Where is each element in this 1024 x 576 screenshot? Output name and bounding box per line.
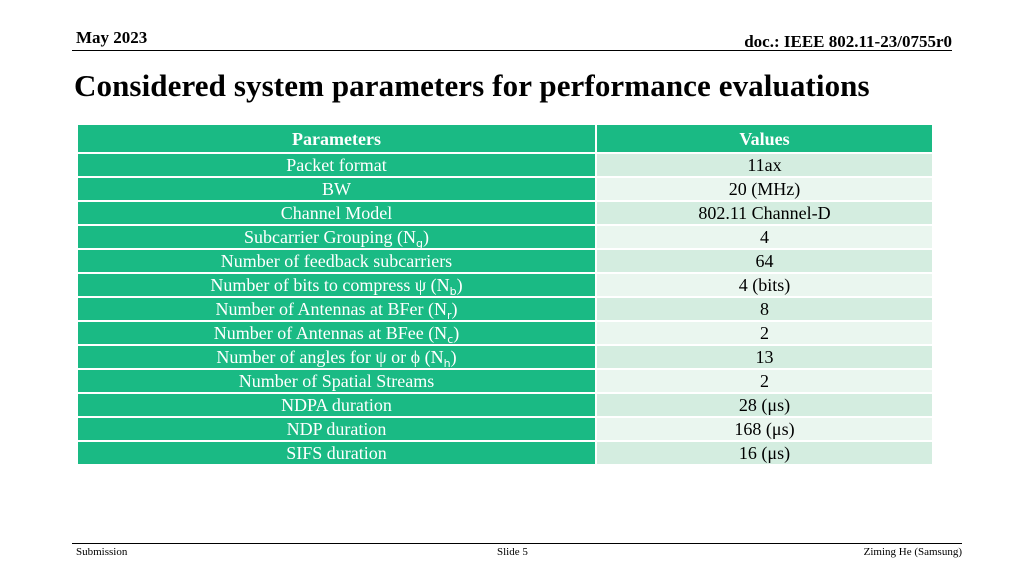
table-row: BW 20 (MHz) (76, 176, 934, 202)
column-header-values: Values (595, 123, 934, 154)
header-date: May 2023 (76, 28, 148, 47)
table-row: Subcarrier Grouping (Ng) 4 (76, 224, 934, 250)
value-cell: 802.11 Channel-D (595, 200, 934, 226)
parameter-cell: Number of bits to compress ψ (Nb) (76, 272, 597, 298)
table-row: Number of angles for ψ or ϕ (Nh) 13 (76, 344, 934, 370)
parameter-cell: Number of Antennas at BFee (Nc) (76, 320, 597, 346)
value-cell: 11ax (595, 152, 934, 178)
footer-slide-number: Slide 5 (497, 546, 528, 558)
value-cell: 16 (μs) (595, 440, 934, 466)
parameter-cell: Number of Antennas at BFer (Nr) (76, 296, 597, 322)
parameter-suffix: ) (451, 299, 458, 319)
parameter-subscript: h (443, 357, 451, 370)
value-cell: 28 (μs) (595, 392, 934, 418)
parameter-suffix: ) (422, 227, 429, 247)
table-row: Number of bits to compress ψ (Nb) 4 (bit… (76, 272, 934, 298)
value-cell: 13 (595, 344, 934, 370)
table-row: Number of Antennas at BFer (Nr) 8 (76, 296, 934, 322)
slide-title: Considered system parameters for perform… (74, 68, 870, 103)
table-row: Number of feedback subcarriers 64 (76, 248, 934, 274)
column-header-parameters: Parameters (76, 123, 597, 154)
parameter-cell: Number of feedback subcarriers (76, 248, 597, 274)
parameter-label: SIFS duration (286, 443, 387, 463)
value-cell: 8 (595, 296, 934, 322)
parameter-suffix: ) (456, 275, 463, 295)
parameter-label: Packet format (286, 155, 387, 175)
footer-author: Ziming He (Samsung) (863, 546, 962, 558)
value-cell: 64 (595, 248, 934, 274)
table-row: NDPA duration 28 (μs) (76, 392, 934, 418)
table-row: Channel Model 802.11 Channel-D (76, 200, 934, 226)
parameter-cell: NDP duration (76, 416, 597, 442)
parameter-label: NDP duration (286, 419, 387, 439)
parameter-subscript: c (447, 333, 454, 346)
table-row: NDP duration 168 (μs) (76, 416, 934, 442)
parameter-label: Number of feedback subcarriers (220, 251, 453, 271)
parameter-cell: Subcarrier Grouping (Ng) (76, 224, 597, 250)
value-cell: 2 (595, 320, 934, 346)
parameter-cell: Packet format (76, 152, 597, 178)
table-row: Number of Antennas at BFee (Nc) 2 (76, 320, 934, 346)
parameter-cell: NDPA duration (76, 392, 597, 418)
parameters-table: Parameters Values Packet format 11ax BW … (76, 123, 934, 466)
parameter-cell: BW (76, 176, 597, 202)
parameter-cell: SIFS duration (76, 440, 597, 466)
footer-submission: Submission (76, 546, 128, 558)
value-cell: 2 (595, 368, 934, 394)
table-header-row: Parameters Values (76, 123, 934, 154)
parameter-subscript: r (446, 309, 452, 322)
value-cell: 4 (bits) (595, 272, 934, 298)
parameter-label: NDPA duration (281, 395, 392, 415)
parameter-suffix: ) (450, 347, 457, 367)
value-cell: 20 (MHz) (595, 176, 934, 202)
parameter-label: Channel Model (280, 203, 393, 223)
table-row: SIFS duration 16 (μs) (76, 440, 934, 466)
header-doc-id: doc.: IEEE 802.11-23/0755r0 (744, 32, 952, 51)
parameter-label: Number of Spatial Streams (238, 371, 435, 391)
value-cell: 4 (595, 224, 934, 250)
table-row: Number of Spatial Streams 2 (76, 368, 934, 394)
parameter-subscript: g (415, 237, 423, 250)
parameter-label: Number of angles for ψ or ϕ (N (216, 347, 444, 367)
parameter-label: BW (322, 179, 351, 199)
parameter-label: Number of Antennas at BFer (N (215, 299, 447, 319)
parameter-label: Subcarrier Grouping (N (244, 227, 416, 247)
value-cell: 168 (μs) (595, 416, 934, 442)
parameter-cell: Channel Model (76, 200, 597, 226)
header-divider (72, 50, 952, 51)
parameter-subscript: b (449, 285, 457, 298)
parameter-cell: Number of Spatial Streams (76, 368, 597, 394)
parameter-label: Number of Antennas at BFee (N (213, 323, 448, 343)
parameter-label: Number of bits to compress ψ (N (210, 275, 450, 295)
table-row: Packet format 11ax (76, 152, 934, 178)
parameter-cell: Number of angles for ψ or ϕ (Nh) (76, 344, 597, 370)
footer-divider (72, 543, 962, 544)
parameter-suffix: ) (453, 323, 460, 343)
